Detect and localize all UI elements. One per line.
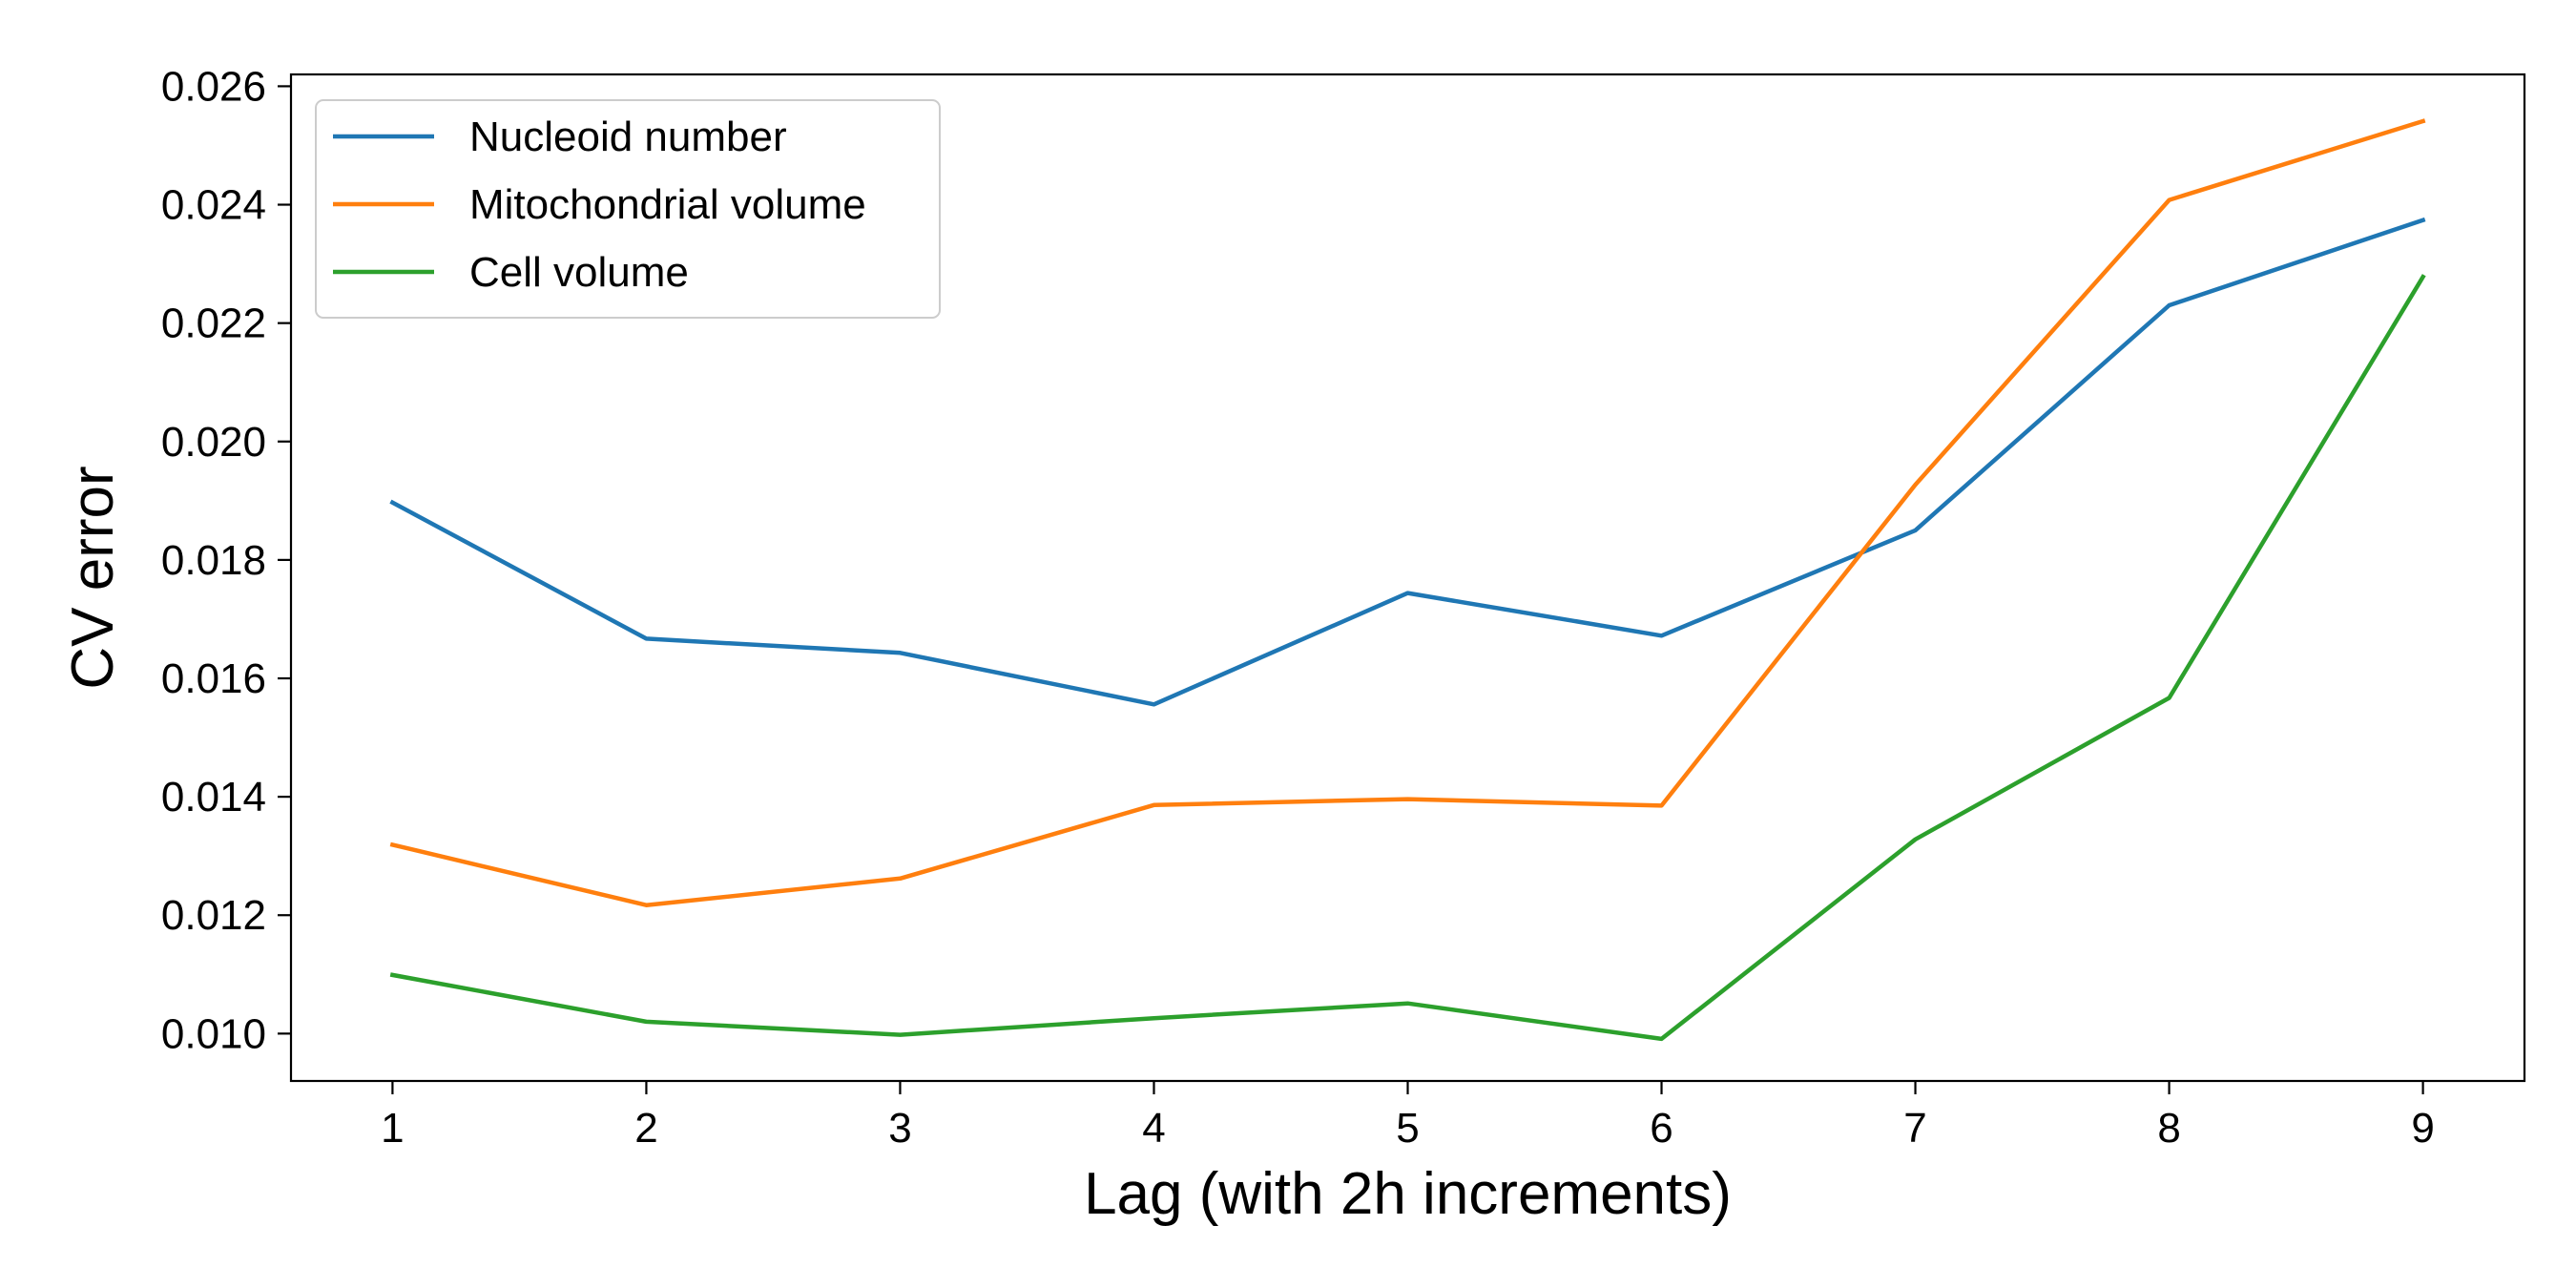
legend-label-3: Cell volume xyxy=(469,249,689,296)
x-axis-ticks: 1 2 3 4 5 6 7 8 9 xyxy=(381,1081,2435,1152)
y-tick-label: 0.024 xyxy=(161,182,266,229)
y-axis-title: CV error xyxy=(60,466,126,689)
x-tick-label: 3 xyxy=(888,1105,911,1152)
y-tick-label: 0.010 xyxy=(161,1010,266,1057)
legend-label-2: Mitochondrial volume xyxy=(469,181,866,228)
x-tick-label: 7 xyxy=(1903,1105,1926,1152)
series-line-3 xyxy=(389,274,2426,1042)
legend-box xyxy=(315,99,941,319)
x-tick-label: 2 xyxy=(634,1105,657,1152)
y-tick-label: 0.022 xyxy=(161,301,266,347)
x-tick-label: 1 xyxy=(381,1105,404,1152)
legend: Nucleoid number Mitochondrial volume Cell … xyxy=(315,99,941,319)
y-tick-label: 0.016 xyxy=(161,655,266,702)
x-tick-label: 9 xyxy=(2411,1105,2434,1152)
x-tick-label: 6 xyxy=(1650,1105,1672,1152)
series-lines xyxy=(389,118,2426,1042)
x-tick-label: 8 xyxy=(2157,1105,2180,1152)
y-tick-label: 0.012 xyxy=(161,892,266,939)
series-line-2 xyxy=(389,118,2426,907)
y-axis-ticks: 0.010 0.012 0.014 0.016 0.018 0.020 0.022 0.024… xyxy=(161,63,291,1057)
series-line-1 xyxy=(389,217,2426,707)
y-tick-label: 0.014 xyxy=(161,774,266,821)
y-tick-label: 0.018 xyxy=(161,537,266,584)
x-axis-title: Lag (with 2h increments) xyxy=(1084,1161,1732,1227)
y-tick-label: 0.020 xyxy=(161,419,266,466)
x-tick-label: 5 xyxy=(1396,1105,1419,1152)
legend-label-1: Nucleoid number xyxy=(469,114,787,160)
x-tick-label: 4 xyxy=(1142,1105,1165,1152)
y-tick-label: 0.026 xyxy=(161,63,266,110)
